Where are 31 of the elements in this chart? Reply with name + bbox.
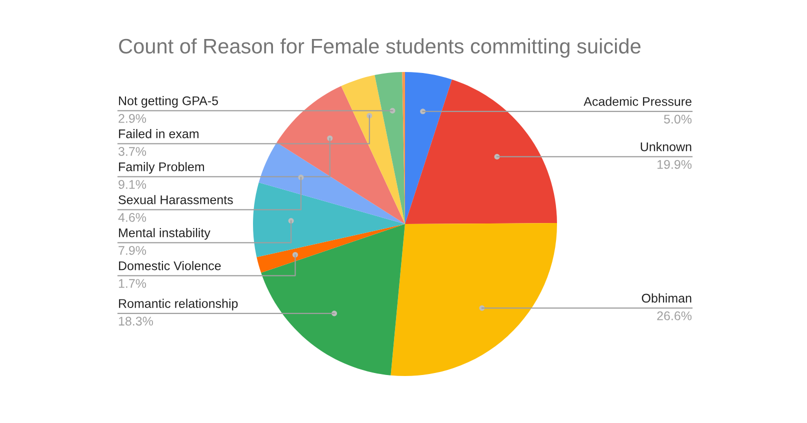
data-label: 7.9%: [118, 246, 146, 255]
pie-slice: [258, 142, 405, 224]
slice-label: Unknown: [640, 142, 692, 152]
data-label: 4.6%: [118, 213, 146, 222]
data-label: 26.6%: [657, 311, 692, 320]
slice-label: Romantic relationship: [119, 298, 238, 310]
pie-slice: [341, 75, 405, 224]
data-label: 3.7%: [118, 147, 146, 156]
pie-slice: [276, 86, 405, 224]
data-label: 2.9%: [118, 114, 146, 123]
data-label: 1.7%: [118, 279, 146, 288]
pie-slice: [256, 224, 405, 273]
pie-slice: [261, 224, 405, 376]
data-label: 5.0%: [664, 114, 692, 124]
data-label: 9.1%: [118, 180, 146, 189]
slice-label: Sexual Harassments: [118, 195, 233, 204]
slice-label: Domestic Violence: [119, 261, 221, 270]
slice-label: Not getting GPA-5: [119, 96, 218, 108]
data-label: 18.3%: [118, 316, 153, 326]
slice-label: Family Problem: [119, 162, 204, 174]
pie-slice: [374, 72, 405, 224]
pie-slice: [390, 223, 557, 376]
pie-slice: [253, 182, 405, 258]
slice-label: Failed in exam: [119, 129, 198, 138]
pie-slice: [405, 79, 557, 224]
slice-label: Obhiman: [642, 293, 692, 303]
chart-title: Count of Reason for Female students committing suicide: [119, 38, 640, 58]
pie-slice: [405, 72, 452, 224]
slice-label: Academic Pressure: [584, 96, 692, 106]
data-label: 19.9%: [658, 160, 692, 169]
slice-label: Mental instability: [119, 228, 210, 240]
